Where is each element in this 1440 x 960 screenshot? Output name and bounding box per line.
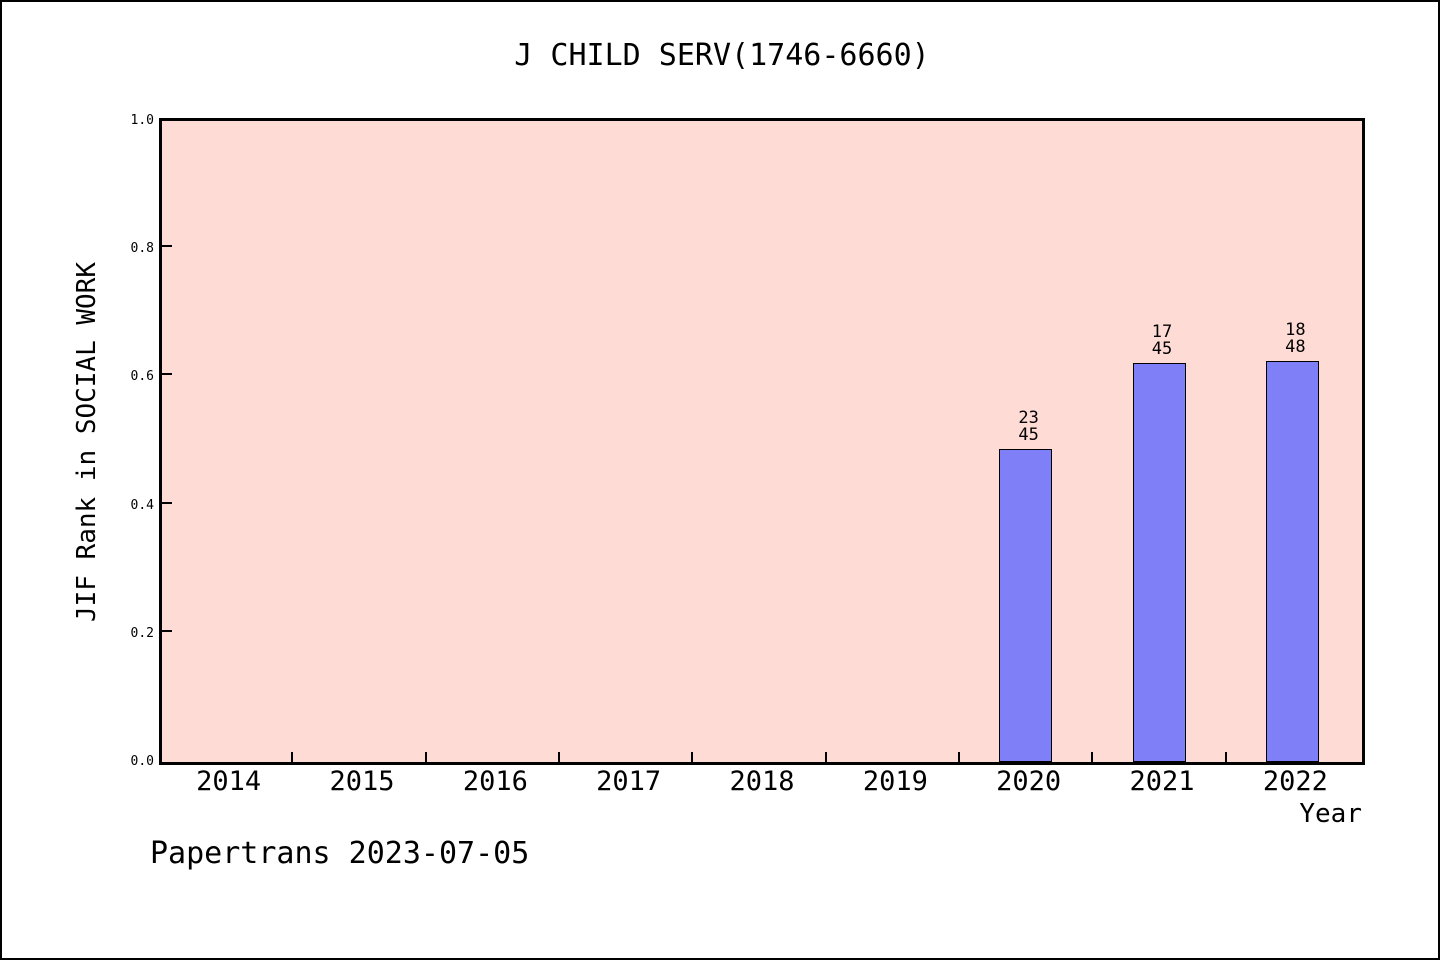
- bar-2022: [1265, 361, 1319, 762]
- bar-2021: [1132, 363, 1186, 762]
- x-tick-mark: [424, 752, 427, 762]
- x-tick-mark: [1091, 752, 1094, 762]
- y-tick-mark: [162, 501, 172, 504]
- x-tick-label: 2018: [729, 766, 795, 797]
- y-tick-label: 0.8: [130, 241, 154, 257]
- y-tick-mark: [162, 629, 172, 632]
- x-tick-label: 2015: [329, 766, 395, 797]
- x-tick-label: 2021: [1129, 766, 1195, 797]
- y-tick-label: 0.6: [130, 369, 154, 385]
- x-tick-label: 2014: [196, 766, 262, 797]
- y-tick-mark: [162, 373, 172, 376]
- x-tick-label: 2017: [596, 766, 662, 797]
- bar-2020: [999, 448, 1053, 762]
- x-tick-mark: [691, 752, 694, 762]
- bar-value-label: 17 45: [1151, 322, 1173, 360]
- watermark-text: Papertrans 2023-07-05: [150, 836, 530, 871]
- y-tick-label: 0.2: [130, 625, 154, 641]
- y-tick-mark: [162, 245, 172, 248]
- bar-value-label: 23 45: [1018, 407, 1039, 445]
- x-tick-label: 2016: [462, 766, 528, 797]
- chart-title: J CHILD SERV(1746-6660): [514, 38, 930, 73]
- x-axis-label: Year: [1299, 799, 1362, 829]
- y-axis-label: JIF Rank in SOCIAL WORK: [72, 261, 102, 623]
- plot-area: [159, 118, 1365, 765]
- x-tick-mark: [291, 752, 294, 762]
- x-tick-label: 2022: [1262, 766, 1328, 797]
- x-tick-mark: [558, 752, 560, 762]
- y-tick-label: 1.0: [130, 113, 154, 128]
- y-tick-label: 0.4: [130, 497, 154, 513]
- x-tick-mark: [1224, 752, 1227, 762]
- x-tick-label: 2019: [862, 766, 928, 797]
- bar-value-label: 18 48: [1285, 320, 1306, 358]
- y-tick-label: 0.0: [130, 754, 154, 769]
- x-tick-label: 2020: [996, 766, 1062, 797]
- x-tick-mark: [824, 752, 827, 762]
- x-tick-mark: [958, 752, 960, 762]
